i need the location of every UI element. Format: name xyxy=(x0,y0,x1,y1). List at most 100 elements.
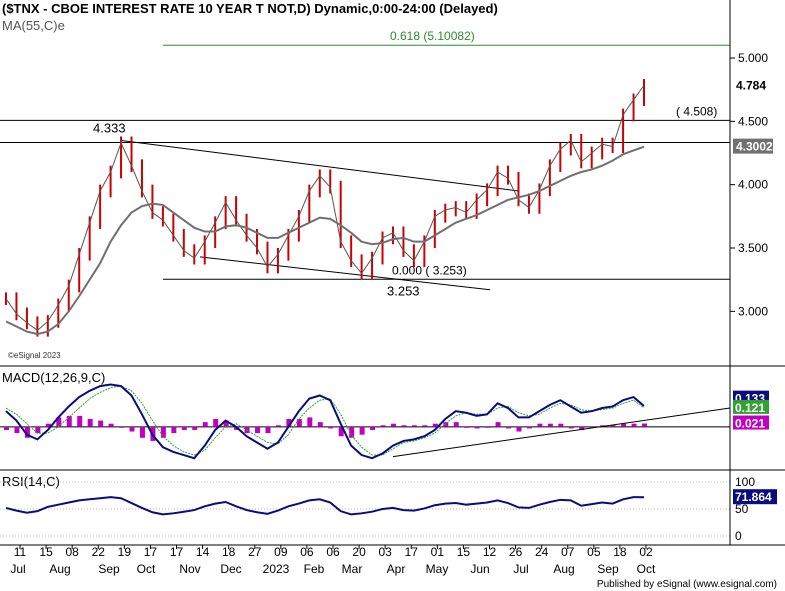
macd-histogram-bar xyxy=(24,426,30,438)
rsi-y-tick-label: 50 xyxy=(735,502,749,516)
macd-histogram-bar xyxy=(328,426,334,429)
price-y-tick-label: 5.000 xyxy=(738,51,768,65)
macd-histogram-bar xyxy=(35,426,41,434)
macd-histogram-bar xyxy=(213,419,219,427)
macd-value-box xyxy=(733,399,769,414)
macd-histogram-bar xyxy=(495,422,501,427)
x-tick-label: 18 xyxy=(222,545,236,559)
x-tick-label: 15 xyxy=(457,545,471,559)
x-month-label: Aug xyxy=(49,562,70,576)
macd-histogram-bar xyxy=(349,426,355,438)
macd-histogram-bar xyxy=(631,423,637,427)
macd-histogram-bar xyxy=(192,426,198,430)
x-month-label: Dec xyxy=(220,562,241,576)
macd-histogram-bar xyxy=(464,426,470,428)
macd-histogram-bar xyxy=(642,423,647,427)
macd-histogram-bar xyxy=(45,423,51,427)
macd-value-box xyxy=(733,415,769,430)
rsi-y-tick-label: 0 xyxy=(735,529,742,543)
chart-title: ($TNX - CBOE INTEREST RATE 10 YEAR T NOT… xyxy=(2,1,498,16)
x-tick-label: 26 xyxy=(509,545,523,559)
ma-value-label: 4.30023 xyxy=(736,140,780,154)
macd-histogram-bar xyxy=(610,425,616,427)
x-tick-label: 06 xyxy=(326,545,340,559)
macd-histogram-bar xyxy=(66,415,72,427)
macd-histogram-bar xyxy=(56,417,62,427)
macd-histogram-bar xyxy=(558,423,564,427)
macd-histogram-bar xyxy=(181,426,187,430)
macd-histogram-bar xyxy=(4,426,9,430)
macd-value-label: 0.021 xyxy=(735,417,765,431)
macd-histogram-bar xyxy=(286,419,292,427)
macd-histogram-bar xyxy=(390,423,396,427)
macd-histogram-bar xyxy=(516,426,522,432)
macd-histogram-bar xyxy=(255,426,261,434)
price-bars xyxy=(5,79,645,337)
level-label-4508: ( 4.508) xyxy=(676,104,717,118)
x-tick-label: 24 xyxy=(535,545,549,559)
macd-histogram-bar xyxy=(160,426,166,438)
x-month-label: Jul xyxy=(513,562,528,576)
macd-trendline xyxy=(392,407,731,458)
x-tick-label: 17 xyxy=(405,545,419,559)
macd-histogram-bar xyxy=(223,420,229,427)
x-tick-label: 08 xyxy=(65,545,79,559)
x-tick-label: 07 xyxy=(561,545,575,559)
rsi-line xyxy=(5,496,645,516)
x-tick-label: 06 xyxy=(300,545,314,559)
macd-histogram-bar xyxy=(307,417,313,427)
macd-histogram-bar xyxy=(579,426,585,430)
x-tick-label: 18 xyxy=(613,545,627,559)
macd-histogram-bar xyxy=(275,425,281,427)
macd-histogram-bar xyxy=(317,422,323,427)
x-tick-label: 12 xyxy=(483,545,497,559)
x-month-label: Mar xyxy=(342,562,363,576)
x-tick-label: 11 xyxy=(14,545,27,559)
macd-signal-line xyxy=(5,385,645,456)
macd-histogram-bar xyxy=(129,426,135,432)
x-tick-label: 22 xyxy=(92,545,106,559)
ma-value-label-box xyxy=(733,138,773,154)
ma-55-line xyxy=(5,145,645,336)
low-fib-label: 0.000 ( 3.253) xyxy=(392,263,467,277)
x-tick-label: 05 xyxy=(587,545,601,559)
macd-histogram-bar xyxy=(119,426,125,428)
price-y-tick-label: 3.500 xyxy=(738,241,768,255)
macd-histogram-bar xyxy=(171,426,177,434)
watermark: ©eSignal 2023 xyxy=(8,351,61,360)
macd-histogram-bar xyxy=(537,423,543,427)
trendline-upper xyxy=(120,139,519,192)
x-month-label: Sep xyxy=(98,562,120,576)
price-y-tick-label: 3.000 xyxy=(738,304,768,318)
macd-histogram-bar xyxy=(621,423,627,427)
macd-histogram-bar xyxy=(370,426,376,430)
price-y-tick-label: 4.000 xyxy=(738,178,768,192)
fib-label: 0.618 (5.10082) xyxy=(390,29,475,43)
macd-histogram-bar xyxy=(474,426,480,429)
price-y-tick-label: 4.500 xyxy=(738,114,768,128)
macd-histogram-bar xyxy=(411,425,417,427)
x-month-label: Sep xyxy=(597,562,619,576)
x-tick-label: 17 xyxy=(170,545,184,559)
x-tick-label: 27 xyxy=(248,545,262,559)
x-month-label: Aug xyxy=(553,562,574,576)
x-tick-label: 17 xyxy=(144,545,158,559)
last-price-label: 4.784 xyxy=(736,78,766,92)
macd-histogram-bar xyxy=(380,425,386,427)
x-month-label: Oct xyxy=(137,562,156,576)
x-month-label: 2023 xyxy=(263,562,290,576)
macd-histogram-bar xyxy=(526,426,532,429)
x-month-label: Jun xyxy=(470,562,489,576)
x-tick-label: 01 xyxy=(431,545,445,559)
macd-histogram-bar xyxy=(401,425,407,427)
x-month-label: May xyxy=(426,562,449,576)
macd-histogram-bar xyxy=(338,426,344,437)
macd-histogram-bar xyxy=(359,426,365,435)
low-label: 3.253 xyxy=(387,283,420,298)
rsi-value-label: 71.864 xyxy=(735,490,772,504)
macd-histogram-bar xyxy=(485,426,491,428)
macd-histogram-bar xyxy=(108,423,114,427)
macd-histogram-bar xyxy=(589,426,595,428)
